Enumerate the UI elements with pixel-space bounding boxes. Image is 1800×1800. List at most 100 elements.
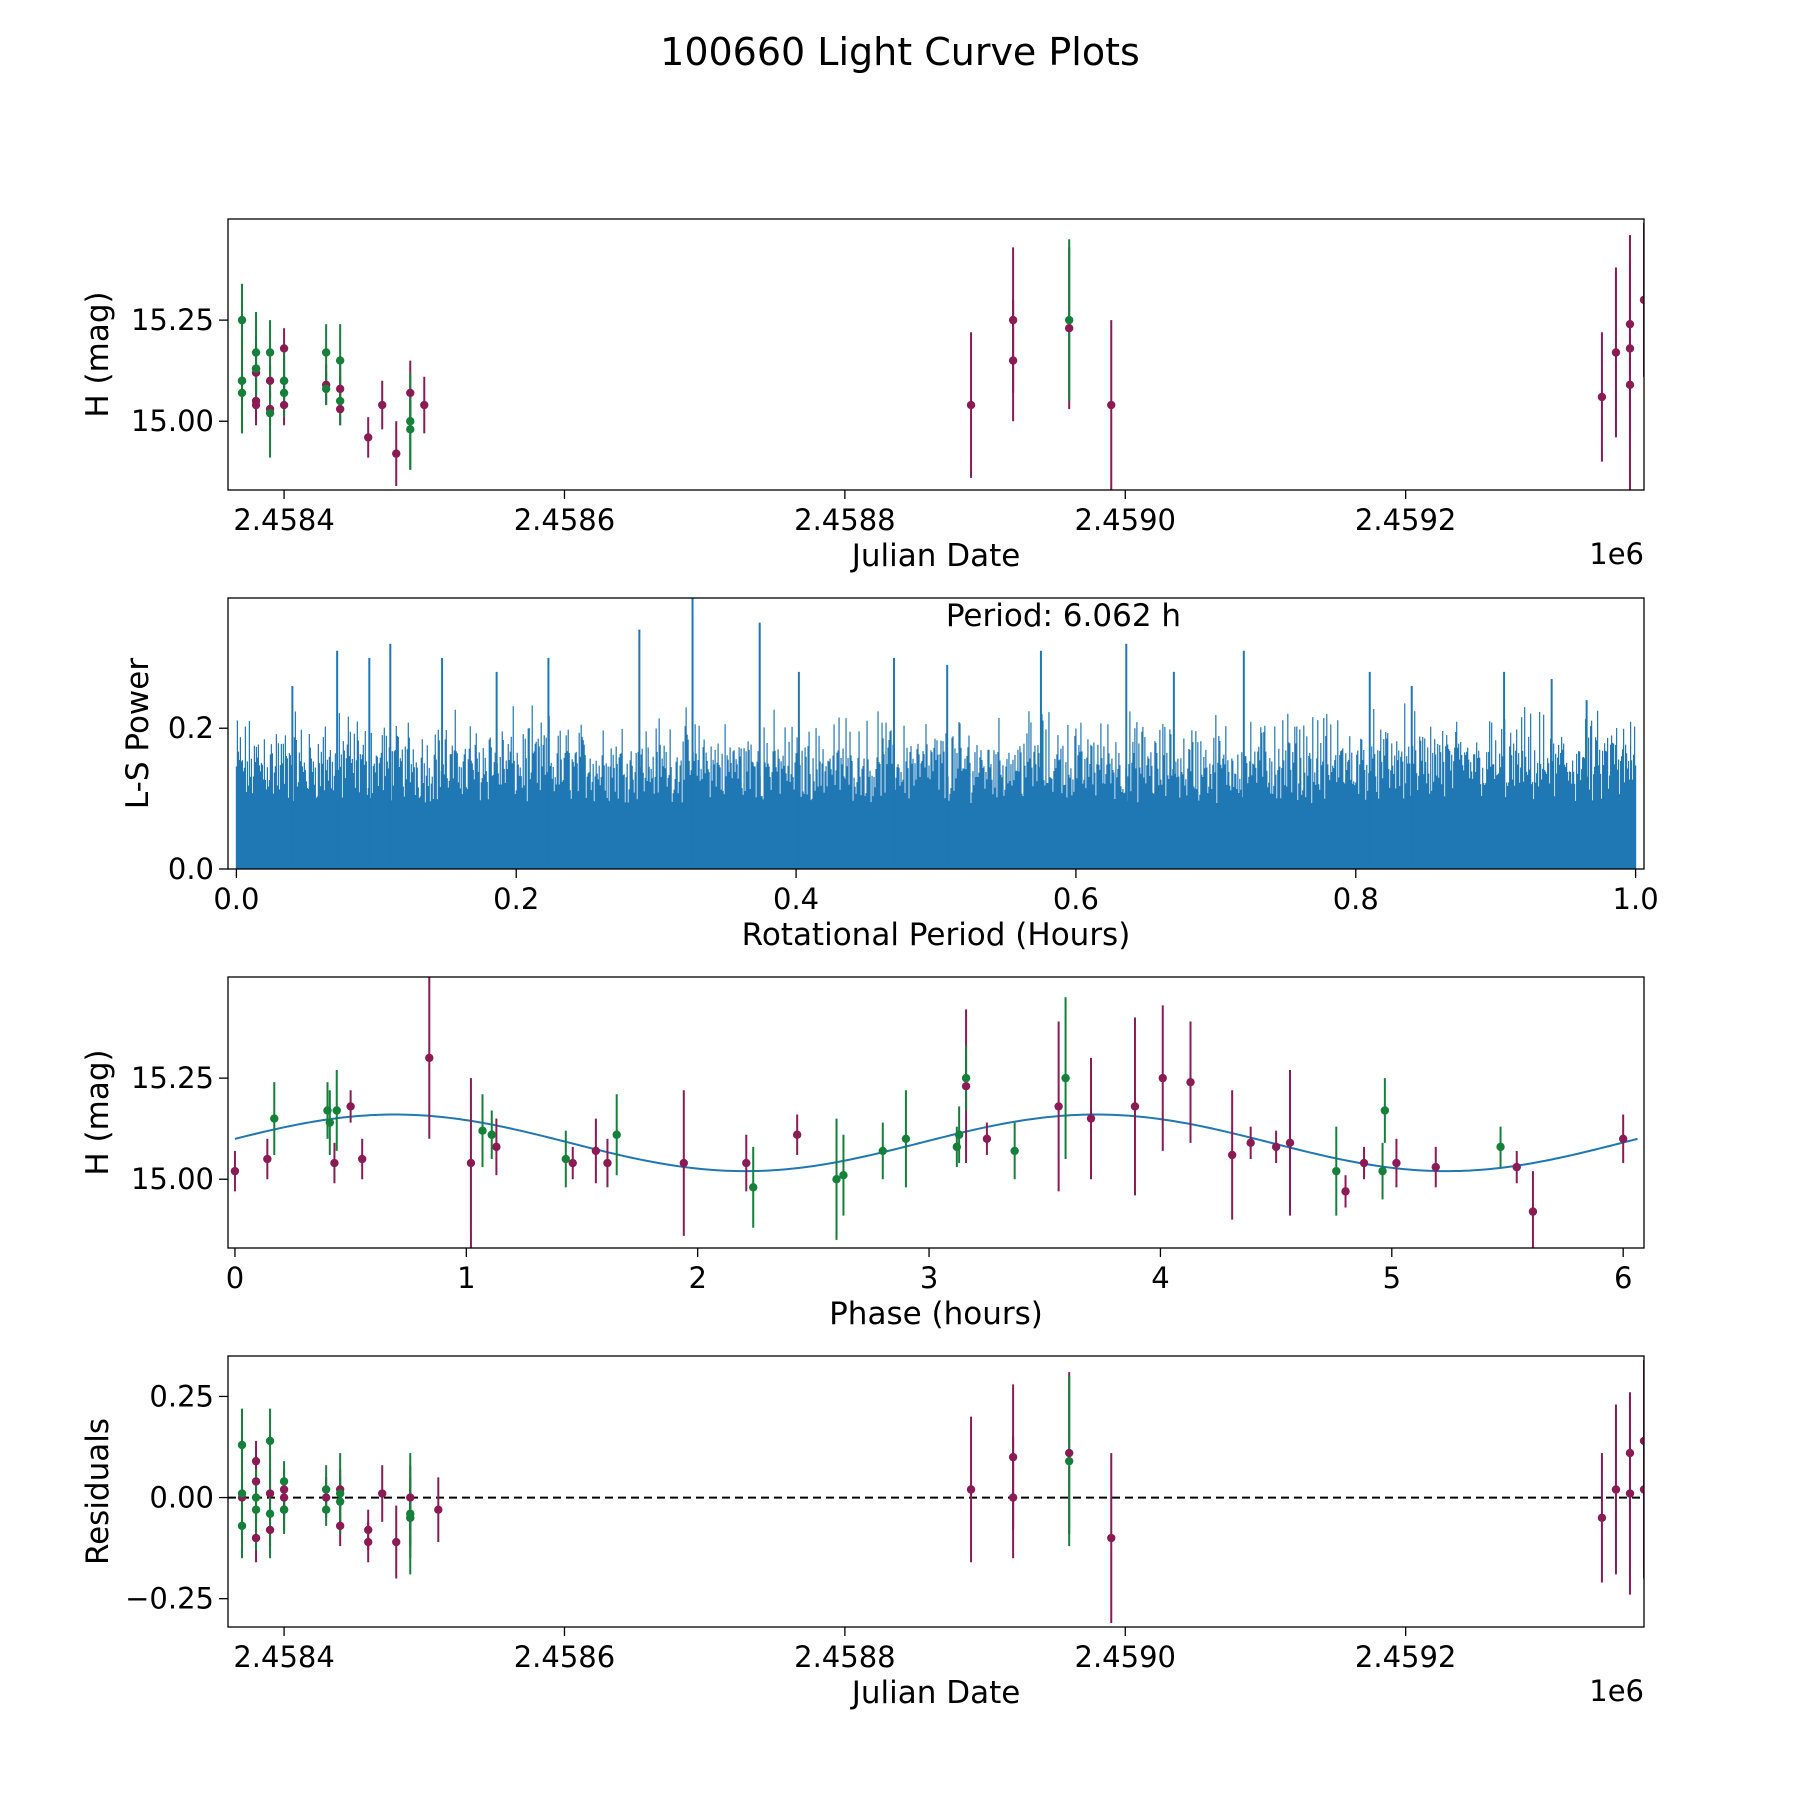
data-point-magenta [364,1538,372,1546]
data-point-green [962,1074,970,1082]
data-point-green [280,1477,288,1485]
x-tick-label-3: 2.4592 [1355,1640,1456,1674]
data-point-green [266,1437,274,1445]
data-point-green [322,1485,330,1493]
data-point-green [1010,1147,1018,1155]
y-axis-label-2: H (mag) [80,1049,116,1175]
data-point-magenta [1626,1489,1634,1497]
data-point-green [406,417,414,425]
data-point-green [238,1522,246,1530]
chart-plot-area-phase [231,977,1638,1252]
data-point-green [238,389,246,397]
data-point-magenta [252,1477,260,1485]
data-point-green [953,1143,961,1151]
data-point-green [333,1106,341,1114]
data-point-green [266,348,274,356]
x-tick-label-0: 2.4592 [1355,503,1456,537]
data-point-magenta [420,401,428,409]
model-fit-curve [235,1115,1638,1172]
x-offset-label-3: 1e6 [1589,1674,1644,1708]
data-point-magenta [967,401,975,409]
data-point-magenta [1009,356,1017,364]
y-axis-label-3: Residuals [80,1418,116,1565]
data-point-green [336,356,344,364]
data-point-green [488,1131,496,1139]
data-point-green [252,348,260,356]
data-point-magenta [280,1485,288,1493]
data-point-magenta [603,1159,611,1167]
x-tick-label-1: 0.2 [493,882,539,916]
data-point-magenta [1087,1114,1095,1122]
data-point-magenta [336,1522,344,1530]
data-point-magenta [346,1102,354,1110]
data-point-green [613,1131,621,1139]
y-tick-label-2: 15.25 [131,1061,214,1095]
data-point-magenta [592,1147,600,1155]
data-point-magenta [336,385,344,393]
x-tick-label-2: 5 [1383,1261,1401,1295]
data-point-magenta [252,1534,260,1542]
x-tick-label-2: 0 [226,1261,244,1295]
data-point-green [280,1506,288,1514]
data-point-magenta [1009,316,1017,324]
x-tick-label-1: 0.4 [773,882,819,916]
data-point-green [280,389,288,397]
chart-panel-phase: 0 1 2 3 4 5 6 15.00 15.25 Phase (hours) H (mag) [80,977,1644,1332]
data-point-green [562,1155,570,1163]
data-point-green [1065,316,1073,324]
data-point-magenta [1612,348,1620,356]
data-point-magenta [1619,1135,1627,1143]
data-point-green [406,425,414,433]
x-tick-label-0: 2.4590 [1075,503,1176,537]
data-point-magenta [492,1143,500,1151]
y-tick-label-1: 0.2 [168,711,214,745]
data-point-green [839,1171,847,1179]
data-point-green [336,1497,344,1505]
x-axis-label-3: Julian Date [850,1675,1021,1711]
data-point-magenta [252,1457,260,1465]
data-point-green [280,377,288,385]
data-point-green [238,316,246,324]
chart-panel-jd-mag: 2.4584 2.4586 2.4588 2.4590 2.459215.0015.25… [80,219,1648,574]
data-point-magenta [392,449,400,457]
x-tick-label-2: 1 [457,1261,475,1295]
data-point-magenta [742,1159,750,1167]
data-point-green [336,1489,344,1497]
x-tick-label-1: 0.6 [1053,882,1099,916]
data-point-magenta [967,1485,975,1493]
y-tick-label-3: 0.00 [149,1481,214,1515]
data-point-green [270,1114,278,1122]
data-point-magenta [336,405,344,413]
data-point-magenta [983,1135,991,1143]
data-point-green [749,1183,757,1191]
data-point-magenta [1054,1102,1062,1110]
x-tick-label-2: 2 [688,1261,706,1295]
data-point-magenta [1598,393,1606,401]
x-tick-label-1: 0.8 [1333,882,1379,916]
data-point-green [252,1493,260,1501]
data-point-magenta [280,401,288,409]
data-point-magenta [364,1526,372,1534]
data-point-magenta [364,433,372,441]
data-point-magenta [962,1082,970,1090]
data-point-magenta [1286,1139,1294,1147]
period-annotation: Period: 6.062 h [946,598,1181,634]
data-point-green [1496,1143,1504,1151]
data-point-magenta [1131,1102,1139,1110]
y-tick-label-2: 15.00 [131,1162,214,1196]
data-point-magenta [330,1159,338,1167]
data-point-magenta [266,1489,274,1497]
plot-frame-3 [228,1356,1644,1627]
data-point-magenta [1626,320,1634,328]
data-point-green [902,1135,910,1143]
data-point-magenta [1626,344,1634,352]
data-point-magenta [425,1054,433,1062]
data-point-magenta [231,1167,239,1175]
data-point-magenta [1626,381,1634,389]
y-tick-label-0: 15.00 [131,404,214,438]
x-tick-label-0: 2.4588 [794,503,895,537]
data-point-magenta [1186,1078,1194,1086]
x-axis-label-0: Julian Date [850,538,1021,574]
data-point-magenta [392,1538,400,1546]
data-point-green [252,1506,260,1514]
